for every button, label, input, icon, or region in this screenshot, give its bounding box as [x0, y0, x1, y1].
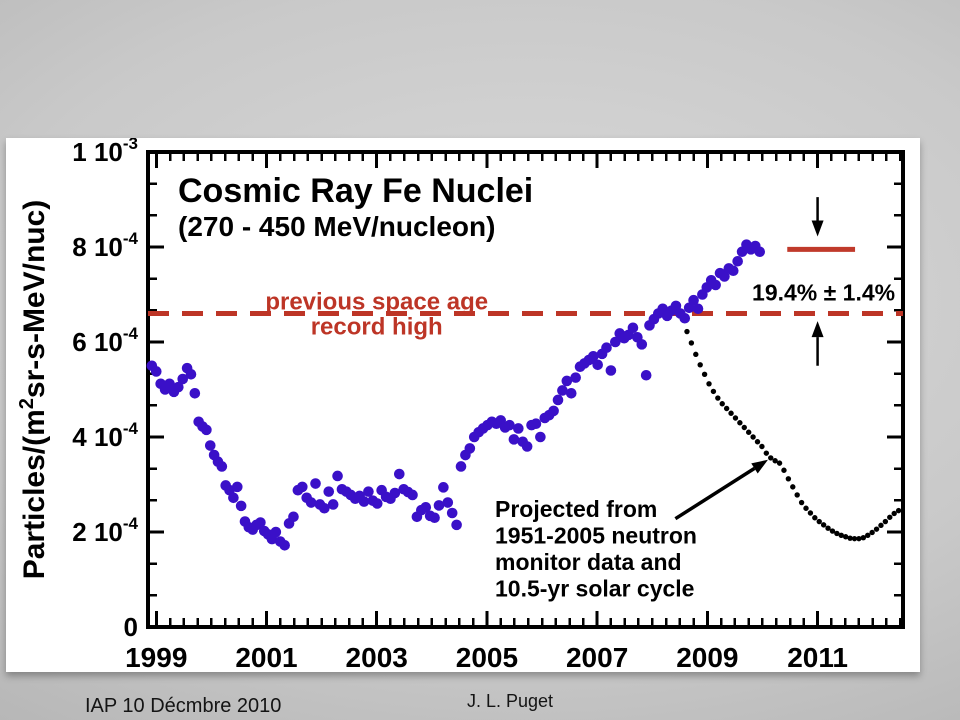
chart-title: Cosmic Ray Fe Nuclei(270 - 450 MeV/nucle…	[178, 172, 533, 242]
y-axis-tick-labels: 1 10-3 8 10-4 6 10-4 4 10-4 2 10-4 0	[72, 138, 138, 642]
svg-text:8 10-4: 8 10-4	[72, 229, 138, 262]
svg-text:(270 - 450 MeV/nucleon): (270 - 450 MeV/nucleon)	[178, 211, 495, 242]
svg-text:Particles/(m2sr-s-MeV/nuc): Particles/(m2sr-s-MeV/nuc)	[16, 200, 51, 580]
svg-text:Projected from: Projected from	[495, 496, 657, 522]
svg-text:2005: 2005	[456, 642, 518, 672]
svg-text:0: 0	[124, 612, 138, 642]
y-axis-title: Particles/(m2sr-s-MeV/nuc)	[16, 200, 51, 580]
svg-text:2009: 2009	[676, 642, 738, 672]
svg-text:1 10-3: 1 10-3	[72, 138, 138, 167]
x-axis-tick-labels: 1999 2001 2003 2005 2007 2009 2011	[125, 642, 848, 672]
svg-text:record high: record high	[311, 314, 443, 341]
svg-text:19.4% ± 1.4%: 19.4% ± 1.4%	[752, 280, 895, 306]
projection-curve	[679, 316, 902, 542]
svg-text:1999: 1999	[125, 642, 187, 672]
svg-text:monitor data and: monitor data and	[495, 549, 682, 575]
svg-text:2001: 2001	[235, 642, 297, 672]
svg-text:2007: 2007	[566, 642, 628, 672]
current-level-annotation: 19.4% ± 1.4%	[752, 197, 895, 366]
svg-text:6 10-4: 6 10-4	[72, 324, 138, 357]
svg-text:10.5-yr solar cycle: 10.5-yr solar cycle	[495, 576, 694, 602]
chart-panel: 1999 2001 2003 2005 2007 2009 2011 1 10-3 8 10-4…	[6, 138, 920, 672]
slide-footer-author: J. L. Puget	[467, 691, 554, 711]
svg-text:4 10-4: 4 10-4	[72, 419, 138, 452]
svg-text:Cosmic Ray Fe Nuclei: Cosmic Ray Fe Nuclei	[178, 172, 533, 210]
plot-frame-and-ticks	[146, 150, 905, 629]
svg-text:2011: 2011	[787, 642, 848, 672]
svg-text:2003: 2003	[346, 642, 408, 672]
svg-text:previous space age: previous space age	[265, 289, 488, 316]
svg-text:2 10-4: 2 10-4	[72, 514, 138, 547]
fe-flux-data-points	[146, 239, 766, 551]
cosmic-ray-chart: 1999 2001 2003 2005 2007 2009 2011 1 10-3 8 10-4…	[16, 138, 905, 672]
svg-text:1951-2005 neutron: 1951-2005 neutron	[495, 523, 697, 549]
slide-footer-date: IAP 10 Décmbre 2010	[85, 695, 282, 717]
